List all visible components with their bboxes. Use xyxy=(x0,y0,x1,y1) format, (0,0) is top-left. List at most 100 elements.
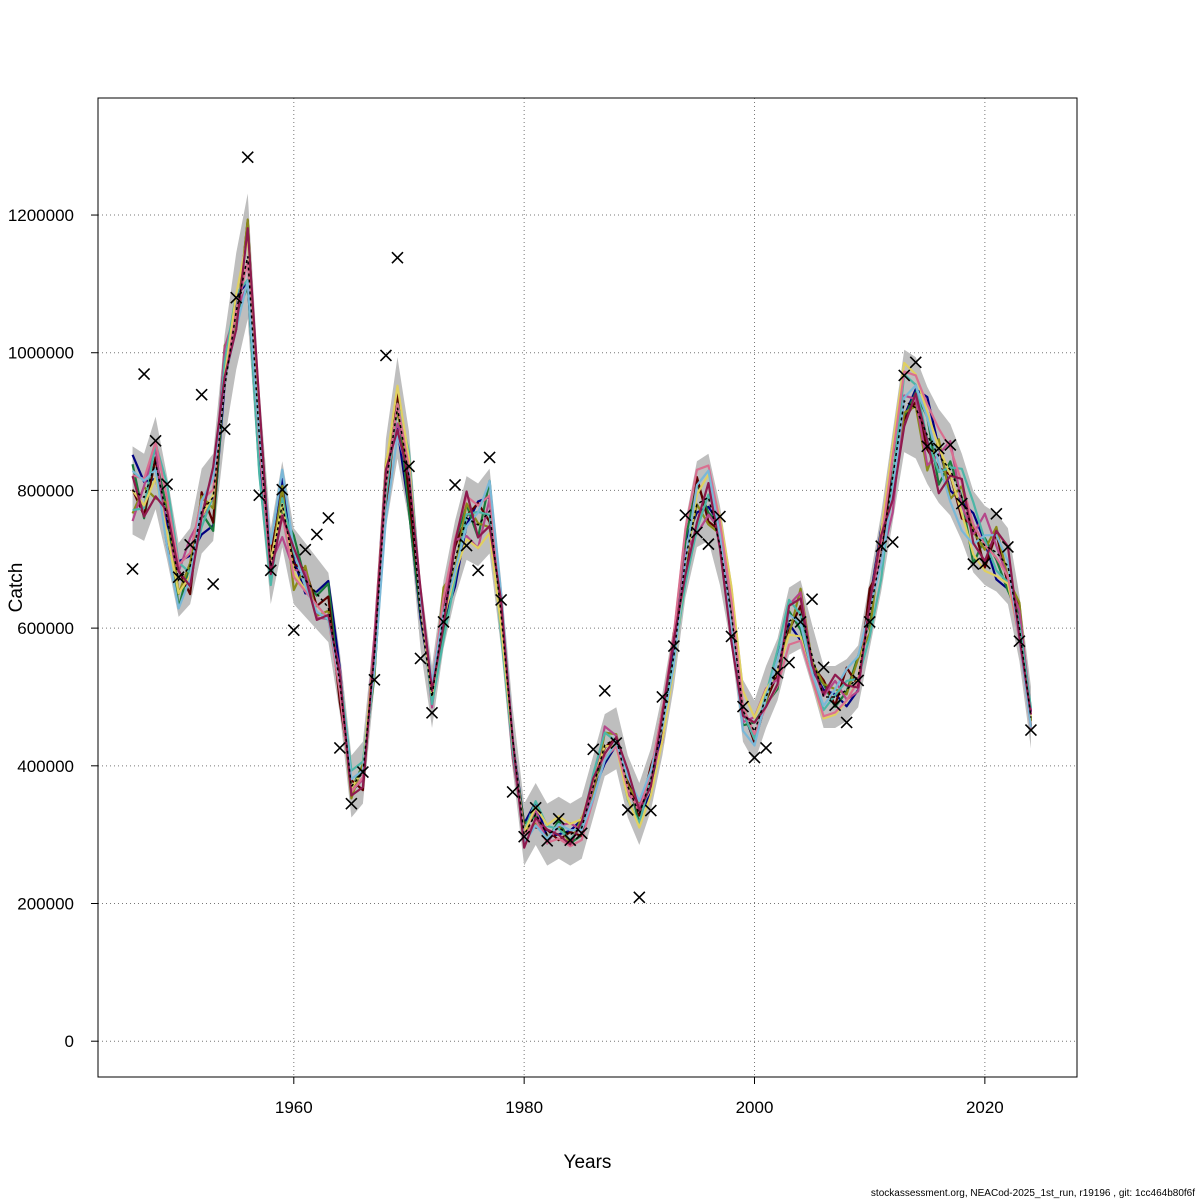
y-tick-label: 1000000 xyxy=(8,344,74,363)
observed-point xyxy=(886,535,899,549)
observed-point xyxy=(356,765,369,779)
observed-point xyxy=(495,593,508,606)
observed-point xyxy=(518,830,531,843)
observed-point xyxy=(736,700,750,713)
observed-point xyxy=(840,716,853,729)
observed-point xyxy=(126,562,139,575)
observed-point xyxy=(852,674,865,687)
observed-point xyxy=(379,349,393,362)
observed-point xyxy=(161,478,174,491)
retro-series-line xyxy=(132,278,1033,841)
observed-point xyxy=(633,891,646,904)
observed-point xyxy=(806,593,819,606)
observed-point xyxy=(299,543,312,556)
x-tick-label: 2000 xyxy=(736,1098,774,1117)
observed-point xyxy=(425,706,439,719)
observed-point xyxy=(287,624,300,637)
observed-point xyxy=(863,615,876,628)
x-tick-label: 1980 xyxy=(505,1098,543,1117)
observed-point xyxy=(437,615,450,628)
observed-point xyxy=(725,630,738,643)
observed-point xyxy=(909,356,922,369)
observed-point xyxy=(241,151,254,164)
observed-point xyxy=(932,442,945,455)
observed-point xyxy=(829,699,842,712)
y-axis-title: Catch xyxy=(6,563,27,613)
observed-point xyxy=(967,558,980,571)
observed-point xyxy=(782,656,796,669)
observed-point xyxy=(978,557,991,570)
observed-point xyxy=(138,368,151,381)
observed-point xyxy=(817,661,830,674)
observed-point xyxy=(472,564,485,577)
axis-ticks: 1960 1980 2000 2020 0 200000 400000 600000 80000… xyxy=(8,206,1004,1117)
observed-point xyxy=(483,451,496,464)
observed-catch-points xyxy=(126,151,1037,904)
y-tick-label: 800000 xyxy=(17,481,74,500)
observed-point xyxy=(541,834,554,847)
observed-point xyxy=(333,741,346,754)
plot-frame xyxy=(97,97,1078,1078)
observed-point xyxy=(460,539,473,552)
observed-point xyxy=(690,526,703,539)
observed-point xyxy=(587,743,600,756)
observed-point xyxy=(402,460,416,473)
observed-point xyxy=(702,538,715,551)
retro-series-line xyxy=(131,279,1033,845)
observed-point xyxy=(598,684,611,697)
observed-point xyxy=(644,804,657,817)
fit-line xyxy=(132,256,1032,838)
observed-point xyxy=(195,388,208,401)
observed-point xyxy=(575,827,588,840)
observed-point xyxy=(448,478,462,491)
y-tick-label: 1200000 xyxy=(8,206,74,225)
observed-point xyxy=(990,507,1003,520)
observed-point xyxy=(610,737,623,750)
observed-point xyxy=(1001,540,1014,553)
observed-point xyxy=(759,741,773,754)
observed-point xyxy=(552,812,565,825)
observed-point xyxy=(564,834,577,847)
observed-point xyxy=(414,652,427,665)
observed-point xyxy=(1024,723,1037,737)
observed-point xyxy=(667,639,680,653)
x-axis-title: Years xyxy=(564,1152,612,1173)
observed-point xyxy=(748,751,761,764)
observed-point xyxy=(253,489,266,502)
y-tick-label: 0 xyxy=(65,1032,74,1051)
observed-point xyxy=(172,571,185,584)
retro-series-line xyxy=(131,227,1033,849)
observed-point xyxy=(713,510,727,523)
observed-point xyxy=(621,803,634,816)
y-tick-label: 600000 xyxy=(17,619,74,638)
observed-point xyxy=(276,483,289,496)
observed-point xyxy=(230,291,243,304)
observed-point xyxy=(391,251,404,264)
observed-point xyxy=(529,801,542,814)
observed-point xyxy=(771,666,784,679)
observed-point xyxy=(794,615,807,628)
observed-point xyxy=(207,577,220,591)
observed-point xyxy=(955,497,968,510)
observed-point xyxy=(368,673,381,686)
observed-point xyxy=(184,538,197,551)
observed-point xyxy=(1013,635,1026,648)
observed-point xyxy=(921,440,934,453)
x-tick-label: 2020 xyxy=(966,1098,1004,1117)
observed-point xyxy=(149,434,162,447)
y-tick-label: 200000 xyxy=(17,895,74,914)
x-tick-label: 1960 xyxy=(275,1098,313,1117)
fit-polyline xyxy=(132,256,1032,838)
observed-point xyxy=(218,423,231,436)
observed-point xyxy=(345,797,358,810)
observed-point xyxy=(679,509,692,522)
observed-point xyxy=(322,511,335,525)
observed-point xyxy=(944,438,957,452)
observed-point xyxy=(898,369,911,382)
y-tick-label: 400000 xyxy=(17,757,74,776)
observed-point xyxy=(875,540,888,553)
observed-point xyxy=(506,785,519,799)
footer-credit: stockassessment.org, NEACod-2025_1st_run… xyxy=(871,1188,1195,1199)
observed-point xyxy=(310,528,323,541)
